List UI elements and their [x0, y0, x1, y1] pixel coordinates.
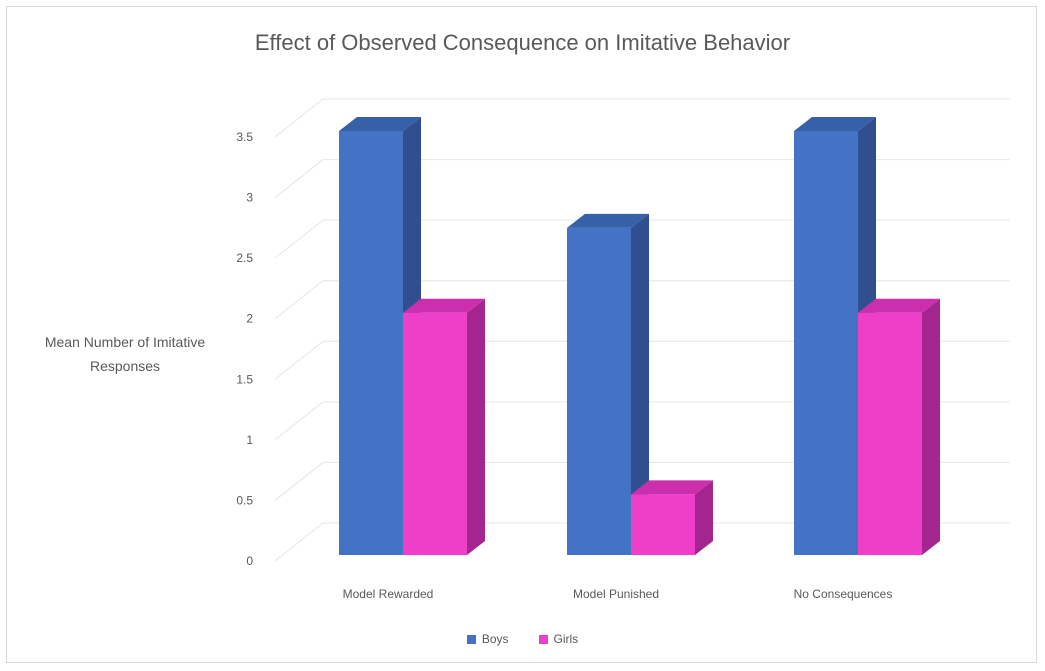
chart-title: Effect of Observed Consequence on Imitat…: [254, 30, 791, 55]
gridline-diagonal: [274, 98, 324, 138]
bar-side-girls-1: [695, 480, 713, 555]
y-tick-label: 0: [246, 554, 253, 568]
bar-boys-0: [339, 131, 403, 555]
bar-girls-0: [403, 312, 467, 555]
x-tick-label: Model Punished: [573, 587, 659, 601]
y-tick-label: 1: [246, 433, 253, 447]
gridline-diagonal: [274, 522, 324, 562]
bar-top-boys-0: [339, 117, 421, 131]
bar-top-girls-1: [631, 480, 713, 495]
bar-top-boys-1: [567, 213, 649, 228]
legend-item-boys[interactable]: Boys: [466, 632, 509, 646]
bar-top-girls-2: [858, 298, 940, 313]
y-tick-label: 0.5: [236, 493, 253, 507]
bar-girls-2: [858, 312, 922, 555]
gridline-diagonal: [274, 219, 324, 259]
legend-swatch-girls: [538, 634, 548, 644]
legend: Boys Girls: [0, 632, 1045, 646]
gridline-diagonal: [274, 340, 324, 380]
gridline-diagonal: [274, 462, 324, 501]
legend-swatch-boys: [466, 634, 476, 644]
bar-girls-1: [631, 494, 695, 555]
y-axis-label-text: Mean Number of Imitative Responses: [44, 334, 206, 374]
bar-top-boys-2: [794, 117, 876, 131]
bar-side-girls-2: [922, 298, 940, 555]
y-tick-label: 1.5: [236, 372, 253, 386]
gridline-diagonal: [274, 159, 324, 198]
y-tick-label: 2.5: [236, 251, 253, 265]
gridline-diagonal: [274, 401, 324, 441]
y-tick-label: 2: [246, 312, 253, 326]
bar-side-boys-1: [631, 213, 649, 555]
bar-boys-1: [567, 227, 631, 555]
x-tick-label: No Consequences: [794, 587, 893, 601]
y-tick-label: 3.5: [236, 130, 253, 144]
gridline-diagonal: [274, 280, 324, 320]
legend-label-boys: Boys: [481, 632, 509, 646]
x-tick-label: Model Rewarded: [343, 587, 434, 601]
y-axis-label: Mean Number of Imitative Responses: [20, 330, 230, 378]
y-tick-label: 3: [246, 191, 253, 205]
bar-side-girls-0: [467, 298, 485, 555]
legend-label-girls: Girls: [553, 632, 579, 646]
legend-item-girls[interactable]: Girls: [538, 632, 579, 646]
bar-boys-2: [794, 131, 858, 555]
bar-top-girls-0: [403, 298, 485, 313]
